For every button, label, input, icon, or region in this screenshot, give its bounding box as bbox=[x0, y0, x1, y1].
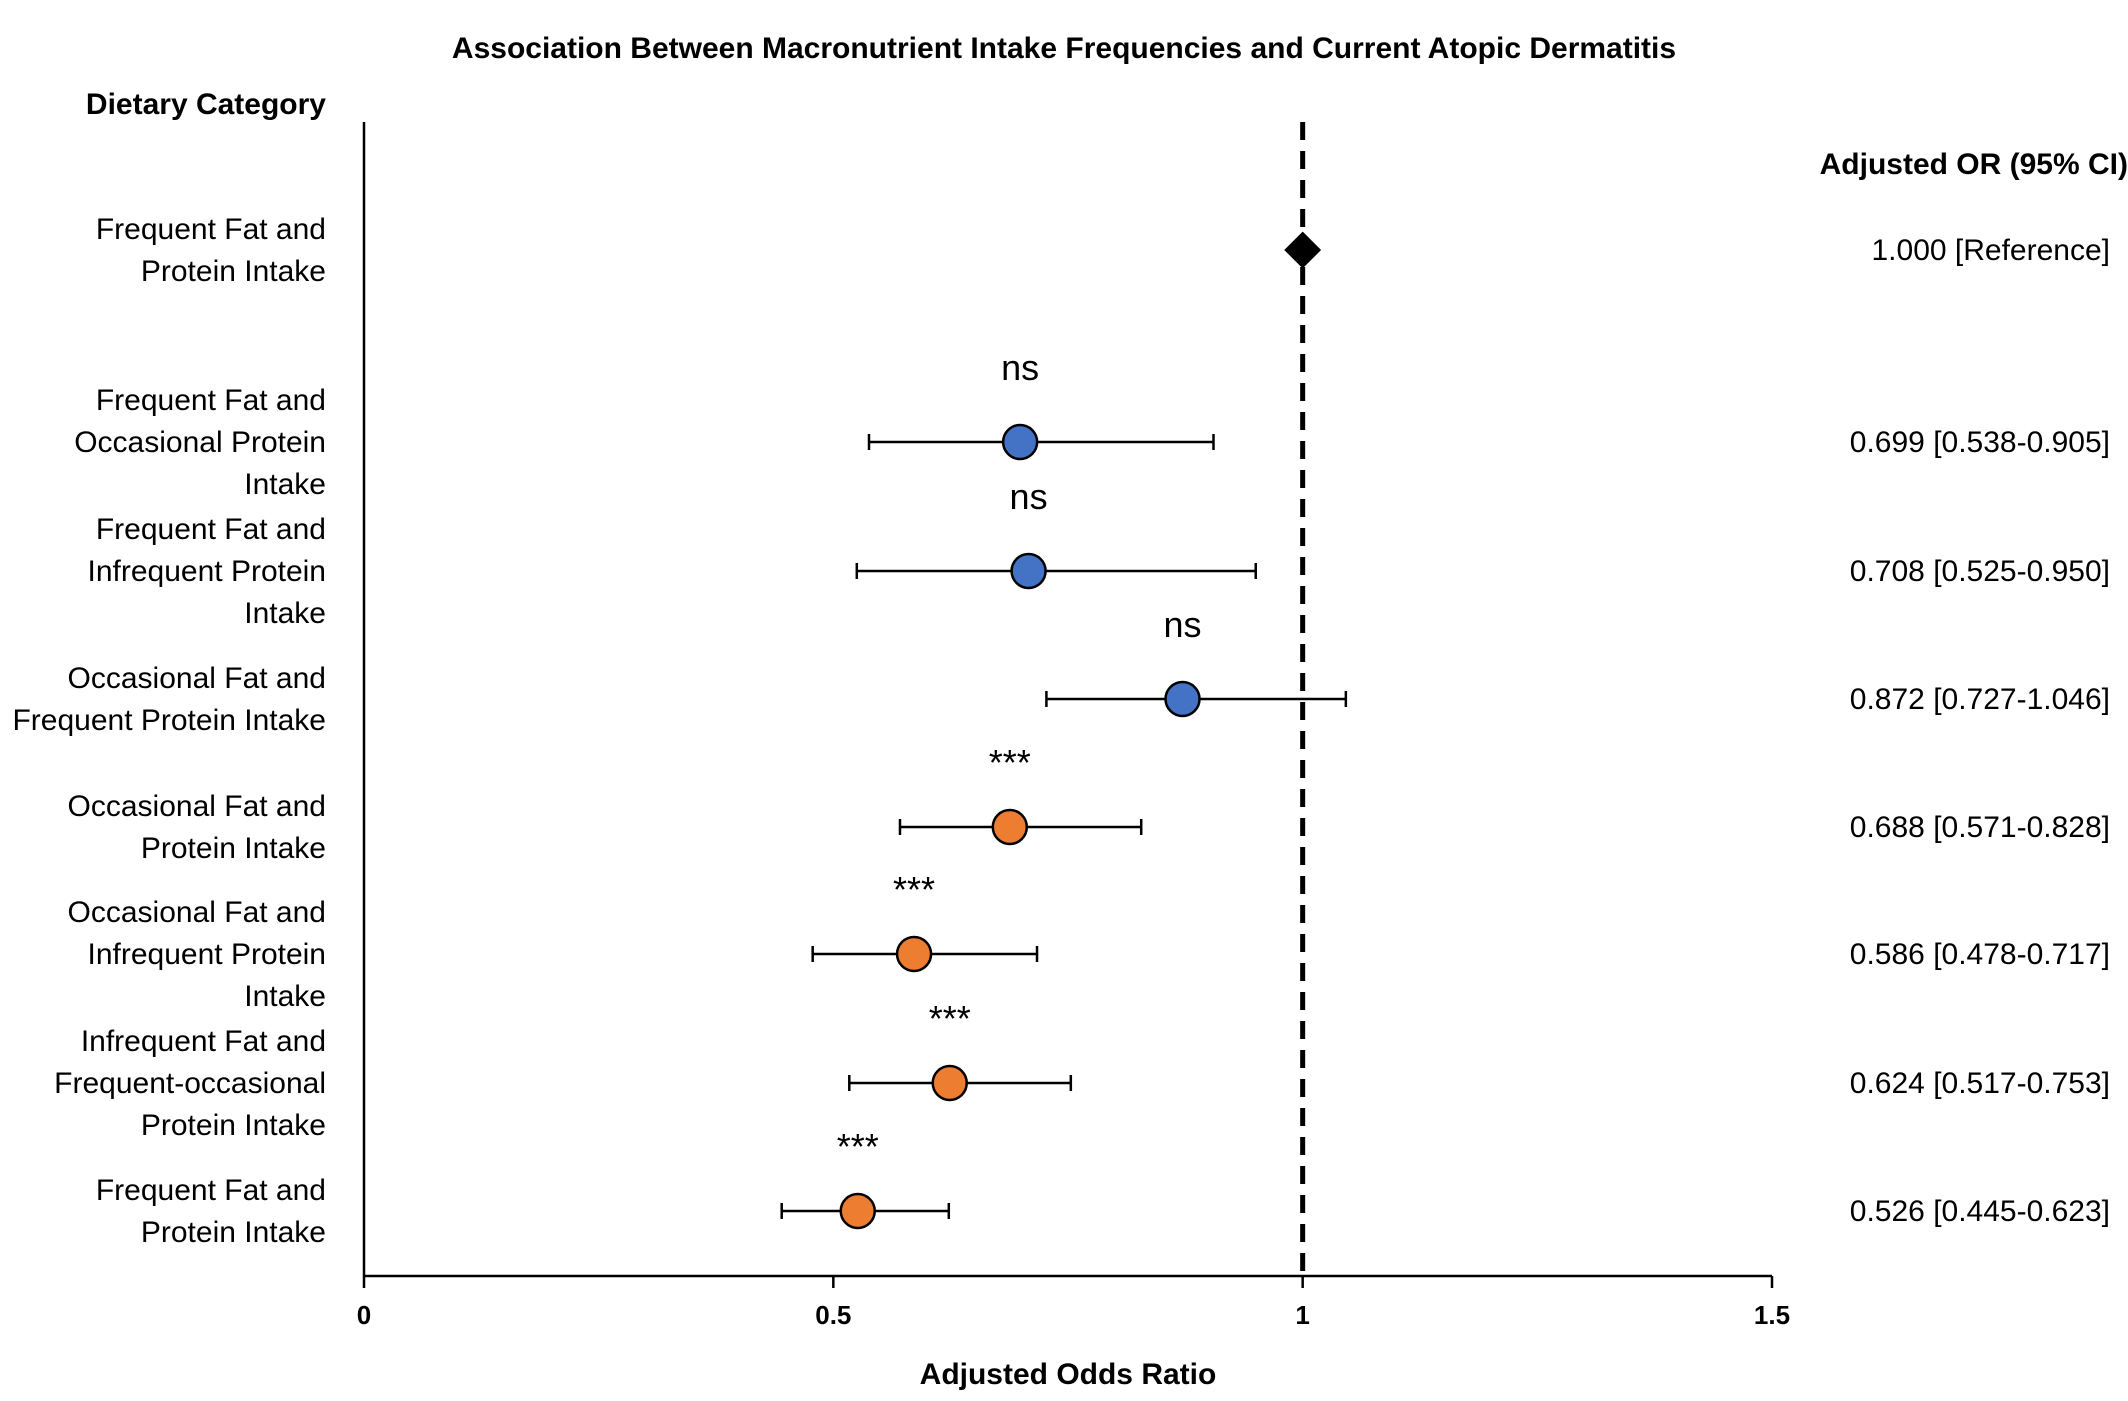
ci-value-text: 0.708 [0.525-0.950] bbox=[1850, 555, 2110, 588]
reference-point-diamond bbox=[1284, 231, 1322, 269]
category-label: Infrequent Fat and bbox=[81, 1025, 326, 1058]
x-tick-label: 0 bbox=[357, 1300, 371, 1330]
category-label: Occasional Fat and bbox=[68, 896, 326, 929]
category-label: Occasional Fat and bbox=[68, 662, 326, 695]
x-axis-label: Adjusted Odds Ratio bbox=[920, 1358, 1217, 1391]
category-label: Infrequent Protein bbox=[88, 555, 327, 588]
category-label: Frequent Protein Intake bbox=[12, 704, 326, 737]
category-label: Frequent-occasional bbox=[54, 1067, 326, 1100]
category-label: Infrequent Protein bbox=[88, 938, 327, 971]
significance-label: *** bbox=[893, 869, 935, 910]
ci-value-text: 0.872 [0.727-1.046] bbox=[1850, 683, 2110, 716]
x-tick-label: 1.5 bbox=[1754, 1300, 1790, 1330]
category-label: Intake bbox=[244, 597, 326, 630]
odds-ratio-point bbox=[1001, 423, 1039, 461]
y-header: Dietary Category bbox=[86, 88, 326, 121]
category-label: Frequent Fat and bbox=[96, 213, 326, 246]
ci-value-text: 1.000 [Reference] bbox=[1872, 234, 2111, 267]
category-label: Frequent Fat and bbox=[96, 513, 326, 546]
odds-ratio-point bbox=[839, 1192, 876, 1230]
odds-ratio-point bbox=[1010, 552, 1047, 590]
odds-ratio-point bbox=[1164, 680, 1201, 718]
category-label: Protein Intake bbox=[141, 1216, 326, 1249]
odds-ratio-point bbox=[931, 1064, 968, 1102]
x-tick-label: 0.5 bbox=[815, 1300, 851, 1330]
significance-label: *** bbox=[929, 998, 971, 1039]
ci-value-text: 0.699 [0.538-0.905] bbox=[1850, 426, 2110, 459]
ci-value-text: 0.688 [0.571-0.828] bbox=[1850, 811, 2110, 844]
odds-ratio-point bbox=[895, 935, 933, 973]
category-label: Intake bbox=[244, 980, 326, 1013]
significance-label: ns bbox=[1001, 347, 1039, 388]
category-label: Protein Intake bbox=[141, 255, 326, 288]
ci-value-text: 0.624 [0.517-0.753] bbox=[1850, 1067, 2110, 1100]
data-marks: ns ns ns *** *** *** *** bbox=[780, 231, 1348, 1230]
ci-value-text: 0.526 [0.445-0.623] bbox=[1850, 1195, 2110, 1228]
significance-label: ns bbox=[1010, 476, 1048, 517]
x-axis-ticks: 0 0.5 1 1.5 bbox=[357, 1276, 1790, 1330]
chart-title: Association Between Macronutrient Intake… bbox=[452, 32, 1676, 65]
category-label: Protein Intake bbox=[141, 1109, 326, 1142]
x-tick-label: 1 bbox=[1295, 1300, 1309, 1330]
category-label: Frequent Fat and bbox=[96, 1174, 326, 1207]
category-label: Protein Intake bbox=[141, 832, 326, 865]
category-label: Occasional Fat and bbox=[68, 790, 326, 823]
category-label: Frequent Fat and bbox=[96, 384, 326, 417]
odds-ratio-point bbox=[991, 808, 1029, 846]
significance-label: ns bbox=[1164, 604, 1202, 645]
significance-label: *** bbox=[837, 1126, 879, 1167]
category-label: Intake bbox=[244, 468, 326, 501]
category-label: Occasional Protein bbox=[74, 426, 326, 459]
ci-text-column: 1.000 [Reference] 0.699 [0.538-0.905] 0.70… bbox=[1850, 234, 2110, 1228]
significance-label: *** bbox=[989, 742, 1031, 783]
ci-header: Adjusted OR (95% CI) bbox=[1820, 148, 2128, 181]
category-labels: Frequent Fat and Protein Intake Frequent F… bbox=[12, 213, 326, 1249]
ci-value-text: 0.586 [0.478-0.717] bbox=[1850, 938, 2110, 971]
